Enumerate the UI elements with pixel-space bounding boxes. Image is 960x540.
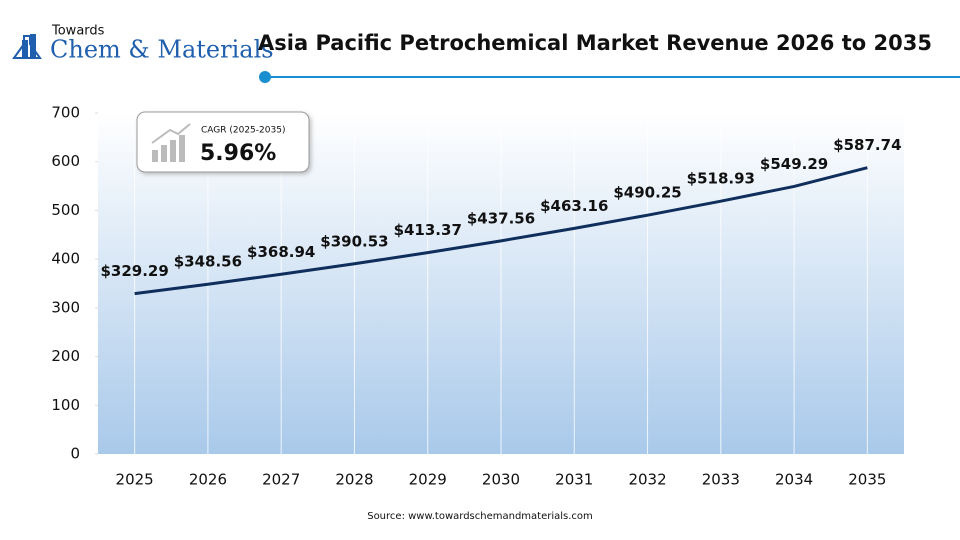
x-tick-label: 2030 bbox=[482, 471, 520, 489]
value-label: $413.37 bbox=[394, 221, 462, 239]
value-label: $348.56 bbox=[174, 253, 242, 271]
logo-top: Towards bbox=[51, 24, 105, 39]
x-tick-label: 2035 bbox=[848, 471, 886, 489]
x-tick-label: 2033 bbox=[702, 471, 740, 489]
value-label: $437.56 bbox=[467, 209, 535, 227]
value-label: $490.25 bbox=[613, 184, 681, 202]
value-label: $587.74 bbox=[833, 136, 901, 154]
cagr-value: 5.96% bbox=[200, 141, 276, 166]
x-tick-label: 2029 bbox=[409, 471, 447, 489]
line bbox=[134, 166, 868, 296]
x-tick-label: 2028 bbox=[335, 471, 373, 489]
x-tick-label: 2032 bbox=[628, 471, 666, 489]
y-tick-label: 600 bbox=[51, 152, 80, 170]
x-tick-label: 2031 bbox=[555, 471, 593, 489]
logo: Towards Chem & Materials bbox=[12, 24, 274, 64]
value-label: $463.16 bbox=[540, 197, 608, 215]
y-tick-label: 400 bbox=[51, 250, 80, 268]
chart-title: Asia Pacific Petrochemical Market Revenu… bbox=[258, 31, 932, 55]
source: Source: www.towardschemandmaterials.com bbox=[367, 511, 593, 522]
x-tick-label: 2025 bbox=[116, 471, 154, 489]
y-tick-label: 500 bbox=[51, 201, 80, 219]
value-label: $390.53 bbox=[320, 232, 388, 250]
y-tick-label: 200 bbox=[51, 347, 80, 365]
y-tick-label: 100 bbox=[51, 396, 80, 414]
x-tick-label: 2034 bbox=[775, 471, 813, 489]
cagr-label: CAGR (2025-2035) bbox=[201, 126, 285, 136]
value-label: $518.93 bbox=[687, 170, 755, 188]
y-tick-label: 700 bbox=[51, 104, 80, 122]
cagr-box: CAGR (2025-2035) 5.96% bbox=[136, 111, 310, 173]
value-label: $329.29 bbox=[100, 262, 168, 280]
value-label: $549.29 bbox=[760, 155, 828, 173]
y-tick-label: 300 bbox=[51, 298, 80, 316]
y-tick-label: 0 bbox=[70, 445, 80, 463]
header-dot bbox=[259, 71, 271, 83]
value-label: $368.94 bbox=[247, 243, 315, 261]
logo-main: Chem & Materials bbox=[50, 36, 274, 64]
x-tick-label: 2026 bbox=[189, 471, 227, 489]
x-tick-label: 2027 bbox=[262, 471, 300, 489]
